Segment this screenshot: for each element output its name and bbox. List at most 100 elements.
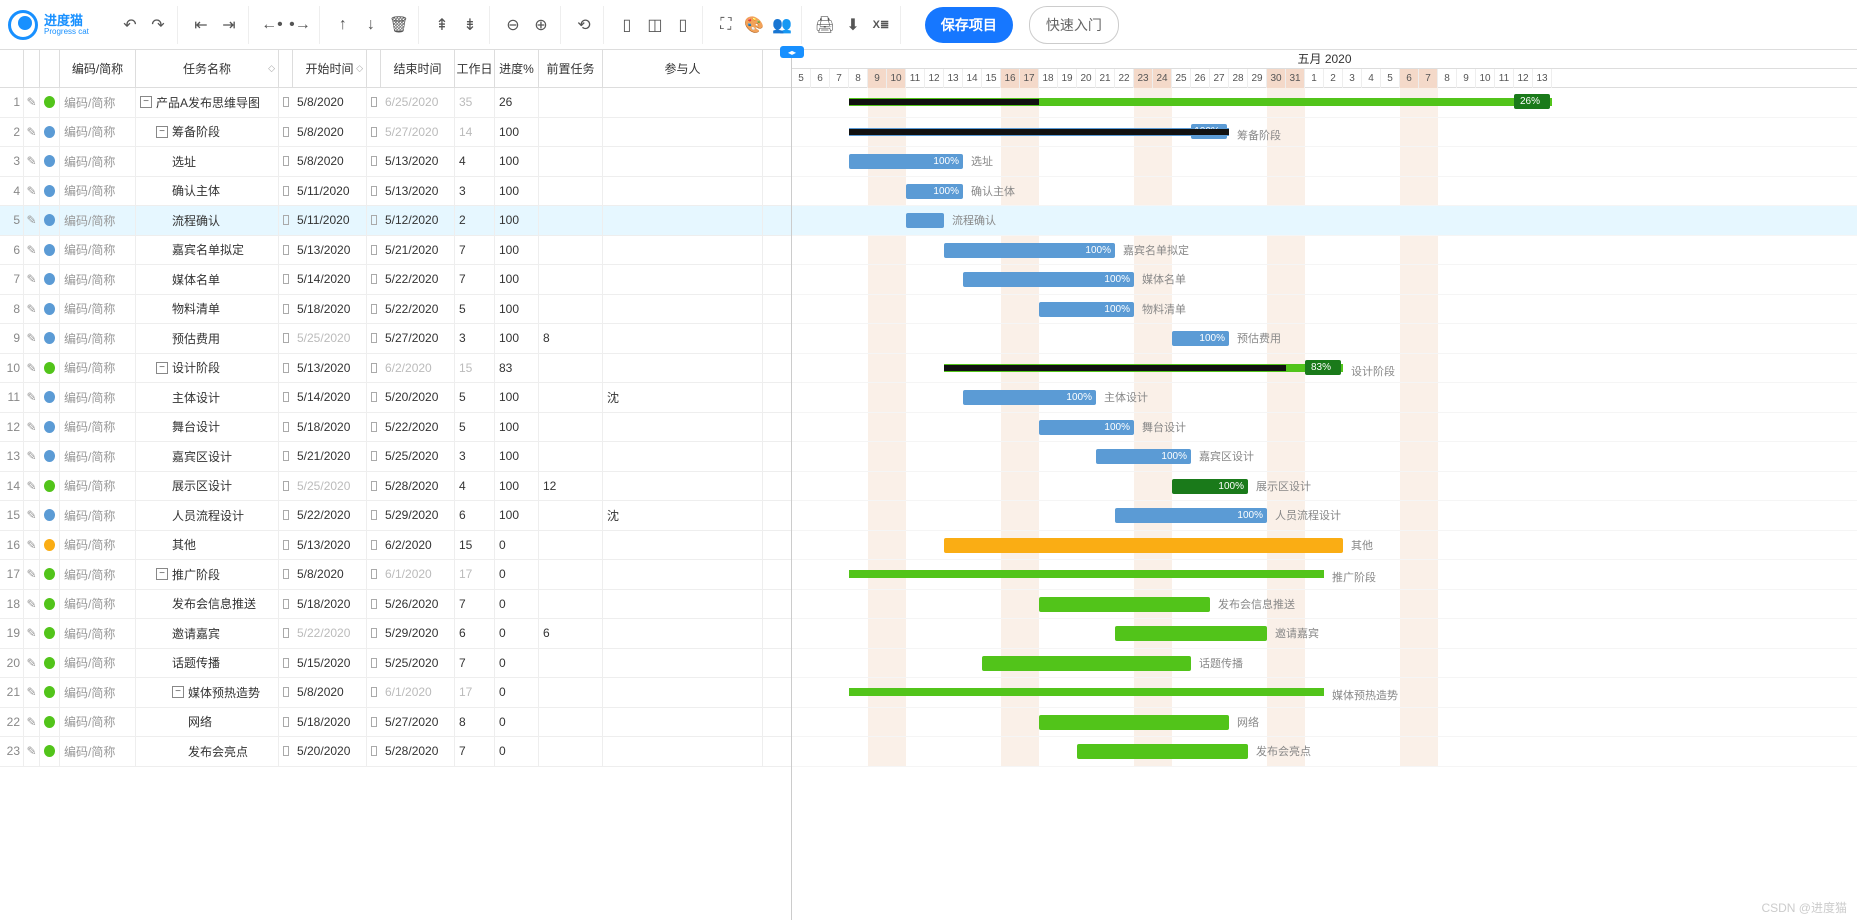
calendar-icon[interactable] (279, 295, 293, 324)
expand-toggle[interactable]: − (172, 686, 184, 698)
splitter-handle[interactable]: ◂▸ (780, 46, 804, 58)
calendar-icon[interactable] (279, 324, 293, 353)
edit-icon[interactable]: ✎ (24, 206, 40, 235)
gantt-row[interactable]: 邀请嘉宾 (792, 619, 1857, 649)
gantt-row[interactable]: 100%主体设计 (792, 383, 1857, 413)
calendar-icon[interactable] (367, 560, 381, 589)
gantt-bar[interactable]: 邀请嘉宾 (1115, 626, 1267, 641)
edit-icon[interactable]: ✎ (24, 354, 40, 383)
gantt-bar[interactable]: 流程确认 (906, 213, 944, 228)
calendar-icon[interactable] (367, 531, 381, 560)
zoomout-icon[interactable]: ⊖ (500, 11, 526, 39)
col-part[interactable]: 参与人 (603, 50, 763, 87)
calendar-icon[interactable] (367, 619, 381, 648)
table-row[interactable]: 16✎编码/简称其他5/13/20206/2/2020150 (0, 531, 791, 561)
gantt-bar[interactable]: 发布会亮点 (1077, 744, 1248, 759)
undo-icon[interactable]: ↶ (117, 11, 143, 39)
edit-icon[interactable]: ✎ (24, 118, 40, 147)
gantt-row[interactable]: 100%预估费用 (792, 324, 1857, 354)
edit-icon[interactable]: ✎ (24, 88, 40, 117)
gantt-row[interactable]: 100%物料清单 (792, 295, 1857, 325)
prev-icon[interactable]: ←• (259, 11, 285, 39)
col-progress[interactable]: 进度% (495, 50, 539, 87)
calendar-icon[interactable] (367, 649, 381, 678)
calendar-icon[interactable] (279, 560, 293, 589)
col-days[interactable]: 工作日 (455, 50, 495, 87)
edit-icon[interactable]: ✎ (24, 442, 40, 471)
edit-icon[interactable]: ✎ (24, 324, 40, 353)
gantt-row[interactable]: 其他 (792, 531, 1857, 561)
calendar-icon[interactable] (367, 472, 381, 501)
calendar-icon[interactable] (367, 413, 381, 442)
calendar-icon[interactable] (367, 118, 381, 147)
fullscreen-icon[interactable]: ⛶ (713, 11, 739, 39)
calendar-icon[interactable] (279, 619, 293, 648)
delete-icon[interactable]: 🗑 (386, 11, 412, 39)
edit-icon[interactable]: ✎ (24, 560, 40, 589)
edit-icon[interactable]: ✎ (24, 708, 40, 737)
calendar-icon[interactable] (279, 265, 293, 294)
table-row[interactable]: 12✎编码/简称舞台设计5/18/20205/22/20205100 (0, 413, 791, 443)
gantt-bar[interactable]: 话题传播 (982, 656, 1191, 671)
edit-icon[interactable]: ✎ (24, 236, 40, 265)
table-row[interactable]: 5✎编码/简称流程确认5/11/20205/12/20202100 (0, 206, 791, 236)
edit-icon[interactable]: ✎ (24, 590, 40, 619)
gantt-row[interactable]: 100%确认主体 (792, 177, 1857, 207)
moveup-icon[interactable]: ↑ (330, 11, 356, 39)
redo-icon[interactable]: ↷ (145, 11, 171, 39)
table-row[interactable]: 4✎编码/简称确认主体5/11/20205/13/20203100 (0, 177, 791, 207)
edit-icon[interactable]: ✎ (24, 147, 40, 176)
gantt-bar[interactable]: 100%嘉宾名单拟定 (944, 243, 1115, 258)
edit-icon[interactable]: ✎ (24, 619, 40, 648)
calendar-icon[interactable] (279, 118, 293, 147)
calendar-icon[interactable] (279, 236, 293, 265)
table-row[interactable]: 6✎编码/简称嘉宾名单拟定5/13/20205/21/20207100 (0, 236, 791, 266)
calendar-icon[interactable] (367, 678, 381, 707)
gantt-bar[interactable]: 发布会信息推送 (1039, 597, 1210, 612)
calendar-icon[interactable] (279, 147, 293, 176)
calendar-icon[interactable] (367, 88, 381, 117)
calendar-icon[interactable] (279, 678, 293, 707)
refresh-icon[interactable]: ⟲ (571, 11, 597, 39)
calendar-icon[interactable] (279, 531, 293, 560)
expand-toggle[interactable]: − (156, 362, 168, 374)
gantt-row[interactable]: 100%嘉宾名单拟定 (792, 236, 1857, 266)
gantt-row[interactable]: 筹备阶段100% (792, 118, 1857, 148)
gantt-row[interactable]: 发布会亮点 (792, 737, 1857, 767)
excel-icon[interactable]: X≣ (868, 11, 894, 39)
table-row[interactable]: 17✎编码/简称−推广阶段5/8/20206/1/2020170 (0, 560, 791, 590)
gantt-bar[interactable]: 媒体预热造势 (849, 688, 1324, 696)
gantt-bar[interactable]: 100%媒体名单 (963, 272, 1134, 287)
gantt-row[interactable]: 话题传播 (792, 649, 1857, 679)
movedown-icon[interactable]: ↓ (358, 11, 384, 39)
expand-toggle[interactable]: − (156, 126, 168, 138)
edit-icon[interactable]: ✎ (24, 383, 40, 412)
col-end[interactable]: 结束时间 (381, 50, 455, 87)
table-row[interactable]: 20✎编码/简称话题传播5/15/20205/25/202070 (0, 649, 791, 679)
calendar-icon[interactable] (279, 383, 293, 412)
gantt-bar[interactable]: 100%预估费用 (1172, 331, 1229, 346)
table-row[interactable]: 13✎编码/简称嘉宾区设计5/21/20205/25/20203100 (0, 442, 791, 472)
gantt-bar[interactable]: 100%物料清单 (1039, 302, 1134, 317)
calendar-icon[interactable] (367, 708, 381, 737)
calendar-icon[interactable] (367, 206, 381, 235)
gantt-row[interactable]: 100%展示区设计 (792, 472, 1857, 502)
gantt-row[interactable]: 网络 (792, 708, 1857, 738)
print-icon[interactable]: 🖨 (812, 11, 838, 39)
table-row[interactable]: 15✎编码/简称人员流程设计5/22/20205/29/20206100沈 (0, 501, 791, 531)
gantt-row[interactable]: 流程确认 (792, 206, 1857, 236)
calendar-icon[interactable] (367, 354, 381, 383)
table-row[interactable]: 8✎编码/简称物料清单5/18/20205/22/20205100 (0, 295, 791, 325)
gantt-row[interactable]: 100%人员流程设计 (792, 501, 1857, 531)
table-row[interactable]: 1✎编码/简称−产品A发布思维导图5/8/20206/25/20203526 (0, 88, 791, 118)
table-row[interactable]: 7✎编码/简称媒体名单5/14/20205/22/20207100 (0, 265, 791, 295)
calendar-icon[interactable] (367, 737, 381, 766)
table-row[interactable]: 22✎编码/简称网络5/18/20205/27/202080 (0, 708, 791, 738)
calendar-icon[interactable] (367, 147, 381, 176)
quickstart-button[interactable]: 快速入门 (1029, 6, 1119, 44)
table-row[interactable]: 11✎编码/简称主体设计5/14/20205/20/20205100沈 (0, 383, 791, 413)
gantt-row[interactable]: 26% (792, 88, 1857, 118)
edit-icon[interactable]: ✎ (24, 265, 40, 294)
gantt-row[interactable]: 100%媒体名单 (792, 265, 1857, 295)
col-pred[interactable]: 前置任务 (539, 50, 603, 87)
